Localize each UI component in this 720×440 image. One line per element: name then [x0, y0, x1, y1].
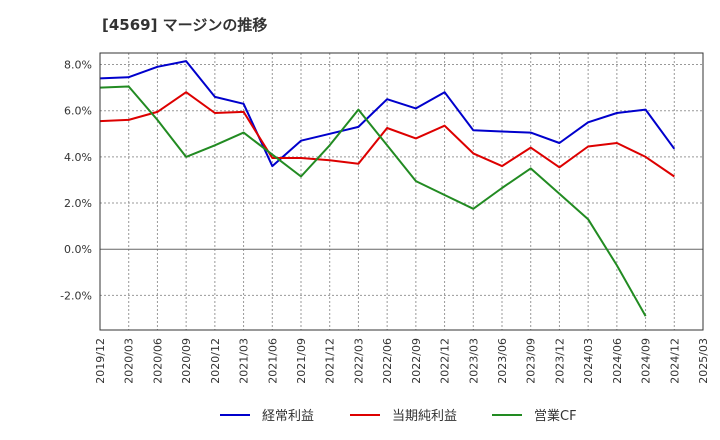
x-tick-label: 2024/12 — [668, 338, 681, 384]
legend-label-2: 営業CF — [534, 408, 577, 424]
x-tick-label: 2020/09 — [180, 338, 193, 384]
x-tick-label: 2020/03 — [123, 338, 136, 384]
x-tick-label: 2021/09 — [295, 338, 308, 384]
x-tick-label: 2022/06 — [381, 338, 394, 384]
x-tick-label: 2022/12 — [439, 338, 452, 384]
x-tick-label: 2023/03 — [467, 338, 480, 384]
legend-layer: 経常利益 当期純利益 営業CF — [220, 408, 577, 424]
axis-layer: -2.0% 0.0% 2.0% 4.0% 6.0% 8.0% 2019/12 2020/03 2… — [60, 52, 710, 384]
chart-title: [4569] マージンの推移 — [102, 16, 268, 34]
x-tick-label: 2021/03 — [238, 338, 251, 384]
x-tick-label: 2023/12 — [553, 338, 566, 384]
legend-label-0: 経常利益 — [262, 409, 314, 424]
x-tick-label: 2021/12 — [324, 338, 337, 384]
legend-label-1: 当期純利益 — [392, 409, 457, 424]
x-tick-label: 2024/09 — [640, 338, 653, 384]
x-tick-label: 2023/09 — [525, 338, 538, 384]
series-line-0 — [99, 60, 676, 168]
x-tick-label: 2022/03 — [352, 338, 365, 384]
y-tick-label: 4.0% — [64, 151, 92, 164]
x-tick-label: 2024/06 — [611, 338, 624, 384]
series-layer — [99, 60, 676, 317]
series-line-1 — [99, 91, 675, 178]
y-tick-label: -2.0% — [60, 289, 92, 302]
y-tick-label: 2.0% — [64, 197, 92, 210]
x-tick-label: 2019/12 — [94, 338, 107, 384]
plot-border — [99, 52, 704, 331]
x-tick-label: 2021/06 — [266, 338, 279, 384]
x-tick-label: 2020/12 — [209, 338, 222, 384]
plot-area — [100, 53, 703, 330]
y-tick-label: 6.0% — [64, 105, 92, 118]
x-tick-label: 2023/06 — [496, 338, 509, 384]
series-line-2 — [99, 85, 647, 317]
x-tick-label: 2025/03 — [697, 338, 710, 384]
grid-layer — [99, 53, 704, 330]
x-tick-label: 2020/06 — [151, 338, 164, 384]
y-tick-label: 0.0% — [64, 243, 92, 256]
y-tick-label: 8.0% — [64, 59, 92, 72]
x-tick-label: 2024/03 — [582, 338, 595, 384]
x-tick-label: 2022/09 — [410, 338, 423, 384]
